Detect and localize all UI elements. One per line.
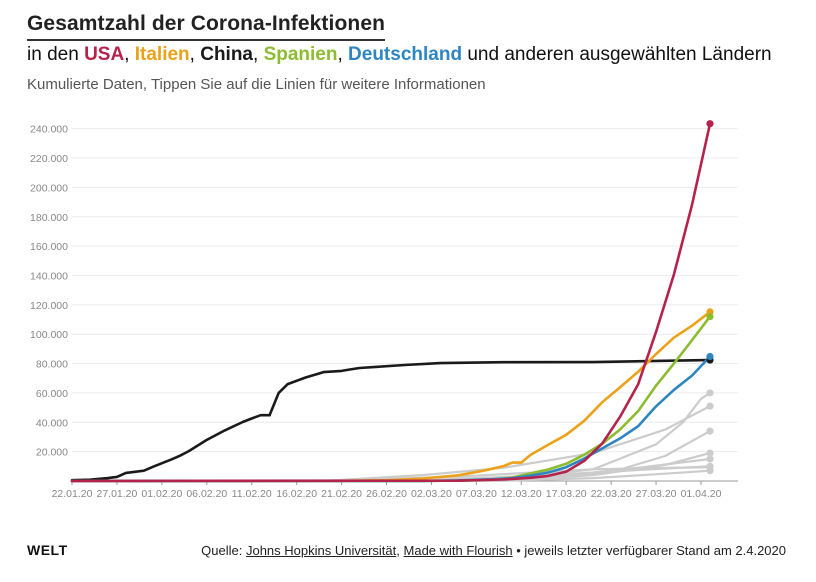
x-tick-label: 22.03.20 bbox=[591, 488, 632, 500]
series-line-other bbox=[70, 430, 712, 483]
y-tick-label: 100.000 bbox=[30, 329, 68, 341]
x-tick-label: 12.03.20 bbox=[501, 488, 542, 500]
source-link-jhu[interactable]: Johns Hopkins Universität bbox=[245, 543, 397, 558]
x-tick-label: 02.03.20 bbox=[411, 488, 452, 500]
y-tick-label: 80.000 bbox=[36, 359, 68, 371]
series-endpoint-other bbox=[706, 463, 714, 471]
chart-grid bbox=[72, 128, 738, 482]
source-suffix: • jeweils letzter verfügbarer Stand am 2… bbox=[516, 543, 786, 558]
x-axis: 22.01.20 27.01.20 01.02.20 06.02.20 11.02.20… bbox=[52, 481, 722, 500]
y-tick-label: 140.000 bbox=[30, 270, 68, 282]
series-line-spanien bbox=[70, 315, 712, 483]
country-deutschland: Deutschland bbox=[348, 44, 463, 65]
y-tick-label: 120.000 bbox=[30, 300, 68, 312]
series-endpoint-other bbox=[706, 402, 714, 410]
series-endpoint-usa bbox=[706, 120, 714, 128]
series-endpoint-deutschland bbox=[706, 352, 714, 361]
series-endpoint-spanien bbox=[706, 312, 714, 321]
subtitle-separator: , bbox=[189, 44, 195, 65]
subtitle-separator: , bbox=[337, 44, 343, 65]
series-endpoint-other bbox=[706, 449, 714, 457]
chart-lines bbox=[70, 122, 712, 483]
y-tick-label: 200.000 bbox=[30, 182, 68, 194]
y-tick-label: 40.000 bbox=[36, 417, 68, 429]
x-tick-label: 26.02.20 bbox=[366, 488, 407, 500]
subtitle-prefix: in den bbox=[27, 44, 79, 65]
y-tick-label: 180.000 bbox=[30, 212, 68, 224]
x-tick-label: 01.02.20 bbox=[141, 488, 182, 500]
series-line-usa bbox=[70, 122, 712, 483]
subtitle-separator: , bbox=[253, 44, 259, 65]
country-spanien: Spanien bbox=[263, 44, 338, 65]
chart-endpoints bbox=[706, 120, 714, 475]
line-chart: 20.000 40.000 60.000 80.000 100.000 120.000 14… bbox=[30, 120, 738, 500]
x-tick-label: 17.03.20 bbox=[546, 488, 587, 500]
series-endpoint-other bbox=[706, 389, 714, 397]
y-tick-label: 60.000 bbox=[36, 388, 68, 400]
x-tick-label: 21.02.20 bbox=[321, 488, 362, 500]
subtitle-separator: , bbox=[124, 44, 130, 65]
x-tick-label: 01.04.20 bbox=[681, 488, 722, 500]
chart-subtitle: in den USA, Italien, China, Spanien, Deu… bbox=[27, 44, 772, 66]
source-prefix: Quelle: bbox=[201, 543, 243, 558]
country-usa: USA bbox=[84, 44, 125, 65]
country-italien: Italien bbox=[134, 44, 190, 65]
source-separator: , bbox=[396, 543, 400, 558]
x-tick-label: 27.01.20 bbox=[96, 488, 137, 500]
chart-title: Gesamtzahl der Corona-Infektionen bbox=[27, 12, 386, 41]
series-line-china bbox=[70, 358, 712, 482]
y-tick-label: 160.000 bbox=[30, 241, 68, 253]
x-tick-label: 27.03.20 bbox=[636, 488, 677, 500]
x-tick-label: 11.02.20 bbox=[232, 488, 272, 500]
y-tick-label: 240.000 bbox=[30, 124, 68, 136]
y-axis: 20.000 40.000 60.000 80.000 100.000 120.000 14… bbox=[30, 124, 68, 459]
x-tick-label: 07.03.20 bbox=[456, 488, 497, 500]
source-link-flourish[interactable]: Made with Flourish bbox=[403, 543, 513, 558]
welt-logo: WELT bbox=[27, 542, 68, 558]
y-tick-label: 20.000 bbox=[36, 447, 68, 459]
series-line-other bbox=[70, 391, 712, 483]
chart-description: Kumulierte Daten, Tippen Sie auf die Lin… bbox=[27, 76, 486, 93]
series-endpoint-other bbox=[706, 455, 714, 463]
x-tick-label: 16.02.20 bbox=[276, 488, 317, 500]
source-line: Quelle: Johns Hopkins Universität, Made … bbox=[201, 543, 786, 558]
series-endpoint-other bbox=[706, 427, 714, 435]
series-line-italien bbox=[70, 310, 712, 483]
x-tick-label: 22.01.20 bbox=[52, 488, 93, 500]
country-china: China bbox=[200, 44, 253, 65]
y-tick-label: 220.000 bbox=[30, 153, 68, 165]
subtitle-suffix: und anderen ausgewählten Ländern bbox=[467, 44, 772, 65]
x-tick-label: 06.02.20 bbox=[186, 488, 227, 500]
